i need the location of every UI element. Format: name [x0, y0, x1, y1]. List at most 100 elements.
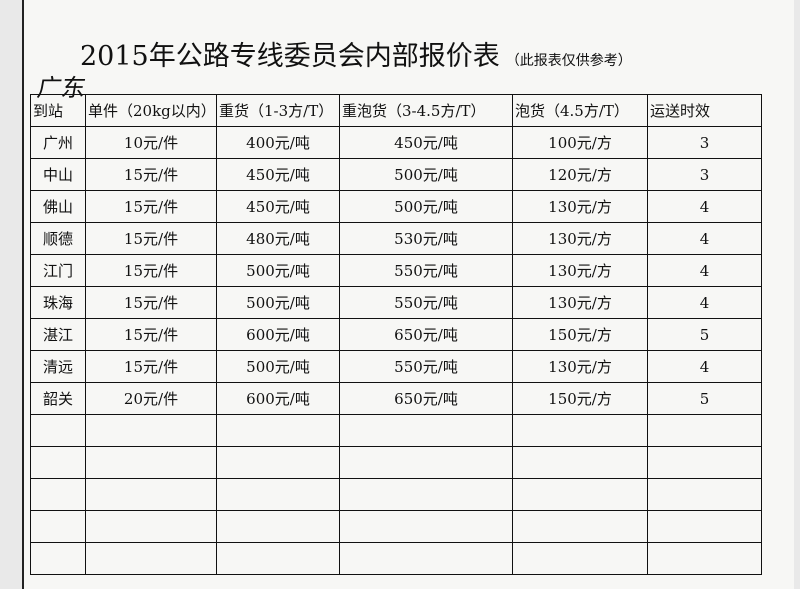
table-row: 顺德 15元/件 480元/吨 530元/吨 130元/方 4 [30, 222, 762, 255]
cell-delivery-time: 5 [647, 318, 762, 351]
col-bulky-goods: 泡货（4.5方/T） [512, 94, 648, 127]
empty-cell [339, 510, 513, 543]
empty-row [30, 510, 762, 543]
cell-bulky-goods: 100元/方 [512, 126, 648, 159]
table-row: 韶关 20元/件 600元/吨 650元/吨 150元/方 5 [30, 382, 762, 415]
empty-cell [647, 510, 762, 543]
empty-row [30, 542, 762, 575]
empty-cell [85, 478, 217, 511]
empty-cell [647, 446, 762, 479]
empty-cell [216, 414, 340, 447]
cell-heavy-goods: 500元/吨 [216, 254, 340, 287]
cell-heavy-bulky-goods: 550元/吨 [339, 254, 513, 287]
title-text: 2015年公路专线委员会内部报价表 [80, 41, 500, 72]
cell-delivery-time: 4 [647, 254, 762, 287]
empty-cell [85, 542, 217, 575]
empty-row [30, 446, 762, 479]
empty-cell [512, 414, 648, 447]
cell-heavy-goods: 450元/吨 [216, 190, 340, 223]
cell-heavy-bulky-goods: 530元/吨 [339, 222, 513, 255]
col-delivery-time: 运送时效 [647, 94, 762, 127]
cell-heavy-goods: 500元/吨 [216, 350, 340, 383]
header-row: 到站 单件（20kg以内） 重货（1-3方/T） 重泡货（3-4.5方/T） 泡… [30, 94, 762, 127]
cell-bulky-goods: 120元/方 [512, 158, 648, 191]
cell-heavy-bulky-goods: 650元/吨 [339, 382, 513, 415]
cell-delivery-time: 3 [647, 126, 762, 159]
title-note: （此报表仅供参考） [505, 53, 632, 69]
cell-heavy-goods: 500元/吨 [216, 286, 340, 319]
cell-bulky-goods: 130元/方 [512, 254, 648, 287]
cell-station: 顺德 [30, 222, 86, 255]
empty-cell [339, 414, 513, 447]
cell-station: 清远 [30, 350, 86, 383]
table-row: 江门 15元/件 500元/吨 550元/吨 130元/方 4 [30, 254, 762, 287]
cell-delivery-time: 3 [647, 158, 762, 191]
empty-cell [339, 542, 513, 575]
cell-heavy-bulky-goods: 550元/吨 [339, 286, 513, 319]
cell-station: 江门 [30, 254, 86, 287]
cell-heavy-goods: 600元/吨 [216, 318, 340, 351]
empty-cell [30, 510, 86, 543]
empty-cell [216, 510, 340, 543]
empty-cell [339, 478, 513, 511]
cell-station: 湛江 [30, 318, 86, 351]
cell-bulky-goods: 130元/方 [512, 286, 648, 319]
empty-cell [85, 446, 217, 479]
table-row: 清远 15元/件 500元/吨 550元/吨 130元/方 4 [30, 350, 762, 383]
col-single-piece: 单件（20kg以内） [85, 94, 217, 127]
cell-heavy-bulky-goods: 650元/吨 [339, 318, 513, 351]
cell-station: 广州 [30, 126, 86, 159]
col-heavy-goods: 重货（1-3方/T） [216, 94, 340, 127]
cell-delivery-time: 4 [647, 286, 762, 319]
empty-cell [30, 542, 86, 575]
cell-heavy-bulky-goods: 550元/吨 [339, 350, 513, 383]
cell-heavy-goods: 480元/吨 [216, 222, 340, 255]
empty-cell [30, 414, 86, 447]
table-row: 珠海 15元/件 500元/吨 550元/吨 130元/方 4 [30, 286, 762, 319]
cell-heavy-bulky-goods: 500元/吨 [339, 158, 513, 191]
empty-cell [339, 446, 513, 479]
empty-row [30, 414, 762, 447]
empty-cell [216, 542, 340, 575]
empty-cell [647, 414, 762, 447]
empty-cell [647, 542, 762, 575]
cell-single-piece: 15元/件 [85, 350, 217, 383]
empty-cell [30, 478, 86, 511]
empty-cell [512, 446, 648, 479]
cell-station: 佛山 [30, 190, 86, 223]
empty-cell [30, 446, 86, 479]
empty-cell [216, 446, 340, 479]
table-row: 中山 15元/件 450元/吨 500元/吨 120元/方 3 [30, 158, 762, 191]
cell-delivery-time: 4 [647, 190, 762, 223]
empty-row [30, 478, 762, 511]
table-row: 湛江 15元/件 600元/吨 650元/吨 150元/方 5 [30, 318, 762, 351]
cell-bulky-goods: 130元/方 [512, 350, 648, 383]
cell-heavy-goods: 450元/吨 [216, 158, 340, 191]
cell-heavy-bulky-goods: 500元/吨 [339, 190, 513, 223]
cell-single-piece: 15元/件 [85, 158, 217, 191]
cell-heavy-goods: 400元/吨 [216, 126, 340, 159]
col-heavy-bulky-goods: 重泡货（3-4.5方/T） [339, 94, 513, 127]
col-station: 到站 [30, 94, 86, 127]
empty-cell [512, 510, 648, 543]
cell-station: 中山 [30, 158, 86, 191]
empty-cell [216, 478, 340, 511]
cell-delivery-time: 5 [647, 382, 762, 415]
empty-cell [512, 542, 648, 575]
empty-cell [85, 414, 217, 447]
cell-bulky-goods: 130元/方 [512, 190, 648, 223]
cell-single-piece: 10元/件 [85, 126, 217, 159]
cell-single-piece: 15元/件 [85, 222, 217, 255]
empty-cell [85, 510, 217, 543]
empty-cell [512, 478, 648, 511]
cell-single-piece: 15元/件 [85, 318, 217, 351]
cell-heavy-goods: 600元/吨 [216, 382, 340, 415]
cell-delivery-time: 4 [647, 222, 762, 255]
cell-bulky-goods: 150元/方 [512, 382, 648, 415]
cell-single-piece: 20元/件 [85, 382, 217, 415]
cell-single-piece: 15元/件 [85, 286, 217, 319]
cell-bulky-goods: 130元/方 [512, 222, 648, 255]
cell-bulky-goods: 150元/方 [512, 318, 648, 351]
cell-station: 珠海 [30, 286, 86, 319]
document-title: 2015年公路专线委员会内部报价表 （此报表仅供参考） [80, 34, 632, 73]
